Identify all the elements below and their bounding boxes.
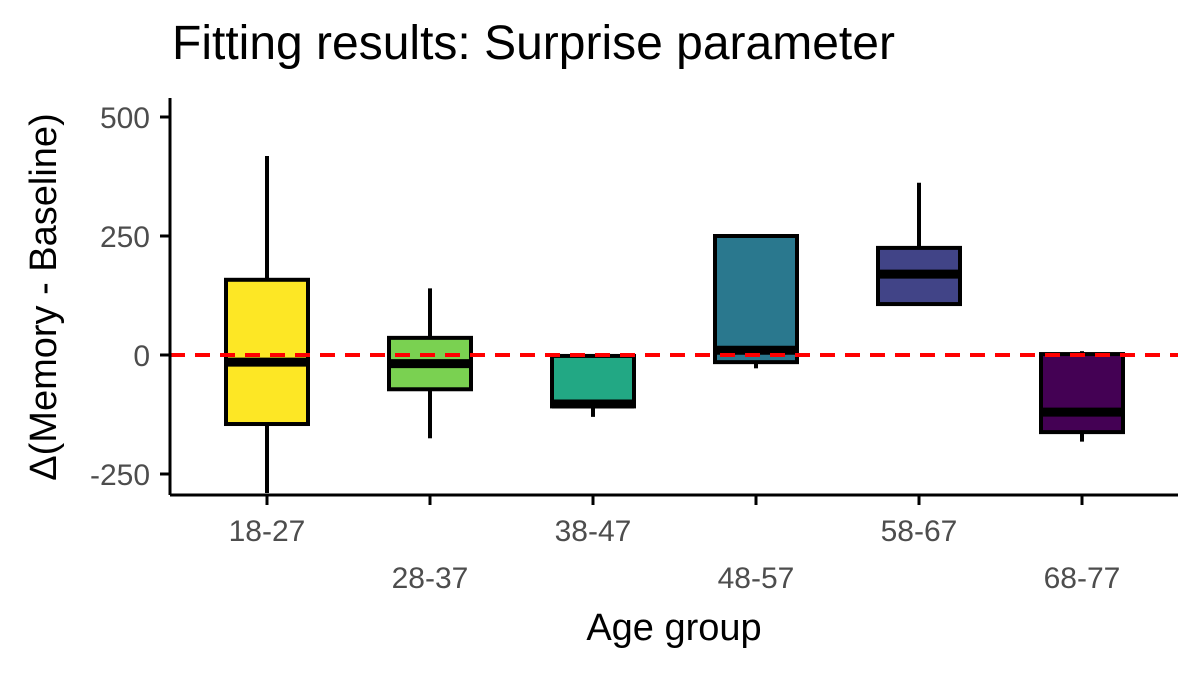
box-group-48-57	[713, 234, 799, 369]
x-ticks-layer: 18-27 28-37 38-47 48-57 58-67 68-77	[229, 495, 1121, 595]
y-tick-label: 250	[100, 221, 150, 254]
box-body	[224, 277, 310, 427]
y-axis-title: Δ(Memory - Baseline)	[23, 113, 65, 480]
chart-title: Fitting results: Surprise parameter	[172, 17, 895, 70]
x-tick-label: 58-67	[881, 515, 958, 548]
box-body	[550, 353, 636, 409]
x-tick-label: 28-37	[392, 562, 469, 595]
y-tick-label: 0	[133, 340, 150, 373]
x-axis-title: Age group	[586, 607, 761, 649]
axes-layer	[168, 98, 1178, 497]
boxes-layer	[224, 156, 1125, 494]
x-tick-label: 18-27	[229, 515, 306, 548]
box-body	[1039, 352, 1125, 435]
x-tick-label: 38-47	[555, 515, 632, 548]
box-body	[713, 234, 799, 365]
y-ticks-layer: -250 0 250 500	[90, 102, 170, 492]
box-group-28-37	[387, 288, 473, 439]
x-tick-label: 48-57	[718, 562, 795, 595]
box-group-38-47	[550, 353, 636, 417]
box-group-18-27	[224, 156, 310, 494]
box-group-58-67	[876, 182, 962, 307]
x-tick-label: 68-77	[1044, 562, 1121, 595]
y-tick-label: -250	[90, 459, 150, 492]
box-group-68-77	[1039, 351, 1125, 442]
y-tick-label: 500	[100, 102, 150, 135]
